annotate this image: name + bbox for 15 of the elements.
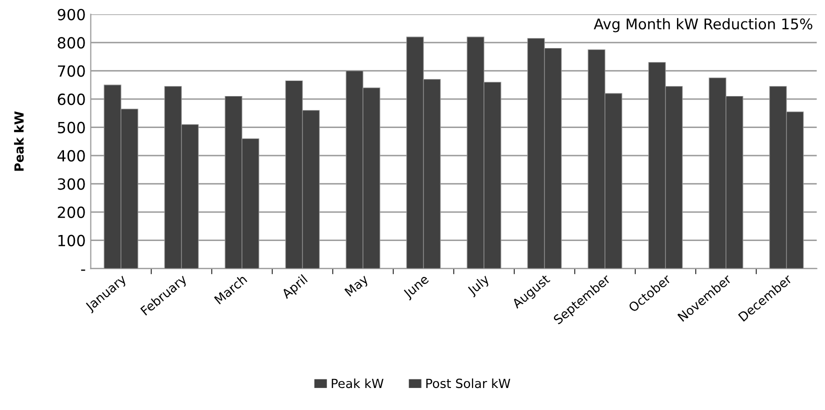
y-tick-label: 500	[58, 122, 85, 134]
y-tick-label: 300	[58, 178, 85, 190]
legend-label: Post Solar kW	[426, 378, 510, 388]
y-tick-label: 900	[58, 8, 85, 20]
y-tick-label: 600	[58, 94, 85, 106]
y-tick-label: -	[81, 270, 86, 271]
y-tick-label: 200	[58, 206, 85, 218]
y-tick-label: 800	[58, 37, 85, 49]
y-axis-title: Peak kW	[14, 111, 24, 171]
annotation: Avg Month kW Reduction 15%	[594, 18, 812, 32]
x-tick-label: May	[344, 274, 370, 298]
y-tick-label: 100	[58, 234, 85, 246]
y-tick-label: 400	[57, 150, 85, 162]
legend-label: Peak kW	[332, 378, 384, 388]
y-tick-label: 700	[58, 65, 85, 77]
